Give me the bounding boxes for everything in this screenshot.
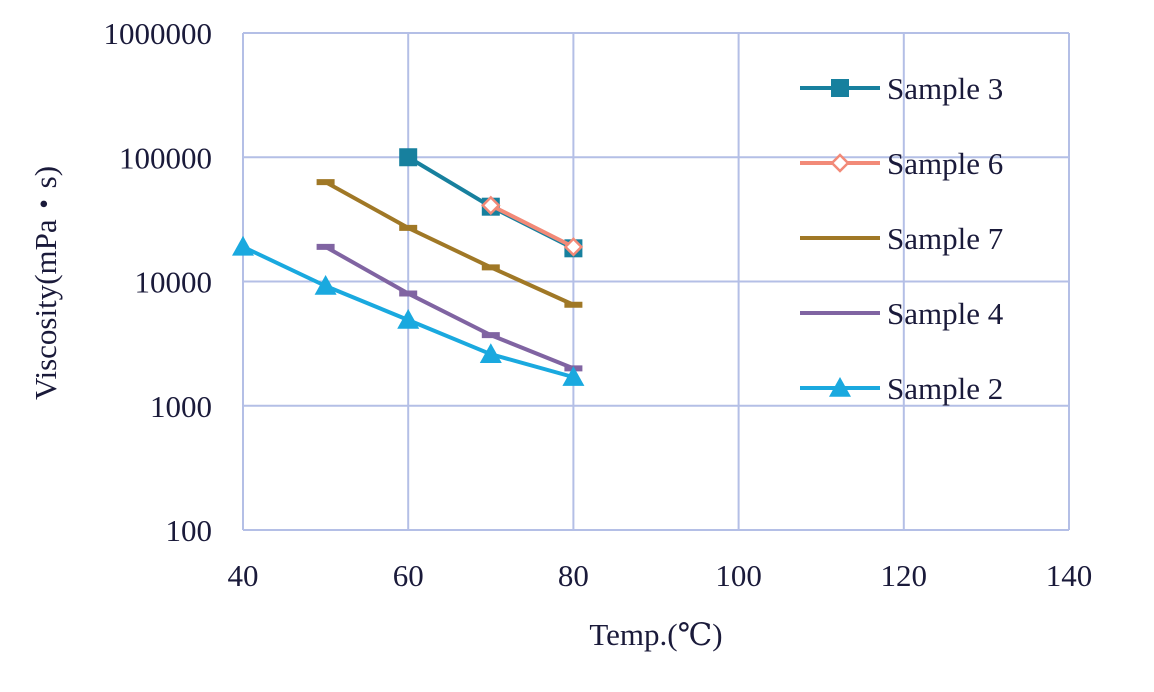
grid-lines [242, 32, 1070, 531]
series-sample-4 [316, 243, 583, 372]
x-axis-label: Temp.(℃) [589, 617, 722, 652]
y-tick-labels: 100 1000 10000 100000 1000000 [104, 16, 213, 548]
legend-label: Sample 3 [887, 71, 1003, 106]
series-sample-7 [316, 179, 583, 308]
data-point [481, 195, 501, 216]
data-point [399, 148, 418, 167]
data-point [562, 366, 585, 386]
data-point [829, 377, 851, 397]
legend: Sample 3 Sample 6 Sample 7 Sample 4 Sample 2 [800, 71, 1004, 406]
data-point [397, 308, 420, 329]
y-tick-label: 1000 [150, 389, 212, 424]
legend-label: Sample 7 [887, 221, 1003, 256]
x-tick-labels: 40 60 80 100 120 140 [228, 558, 1093, 593]
legend-label: Sample 6 [887, 146, 1003, 181]
y-tick-label: 100000 [119, 140, 212, 175]
x-tick-label: 100 [715, 558, 762, 593]
series-line [324, 180, 575, 307]
x-tick-label: 40 [228, 558, 259, 593]
series-line [489, 203, 575, 249]
data-point [479, 343, 502, 363]
data-point [830, 153, 850, 173]
y-axis-label: Viscosity(mPa・s) [28, 166, 63, 400]
legend-entry: Sample 3 [800, 71, 1003, 106]
x-tick-label: 120 [881, 558, 928, 593]
x-tick-label: 80 [558, 558, 589, 593]
legend-label: Sample 2 [887, 371, 1003, 406]
data-point [563, 237, 584, 257]
y-tick-label: 100 [166, 513, 213, 548]
legend-entry: Sample 4 [800, 296, 1004, 331]
legend-entry: Sample 2 [800, 371, 1003, 406]
data-point [232, 235, 254, 256]
x-tick-label: 60 [393, 558, 424, 593]
data-point [831, 79, 849, 97]
legend-entry: Sample 7 [800, 221, 1003, 256]
legend-entry: Sample 6 [800, 146, 1003, 181]
series-sample-2 [232, 235, 585, 386]
legend-label: Sample 4 [887, 296, 1004, 331]
y-tick-label: 10000 [135, 265, 213, 300]
series-layer [232, 148, 585, 386]
y-tick-label: 1000000 [104, 16, 213, 51]
series-line [324, 245, 575, 371]
series-sample-6 [481, 195, 584, 257]
data-point [314, 274, 337, 295]
x-tick-label: 140 [1046, 558, 1093, 593]
